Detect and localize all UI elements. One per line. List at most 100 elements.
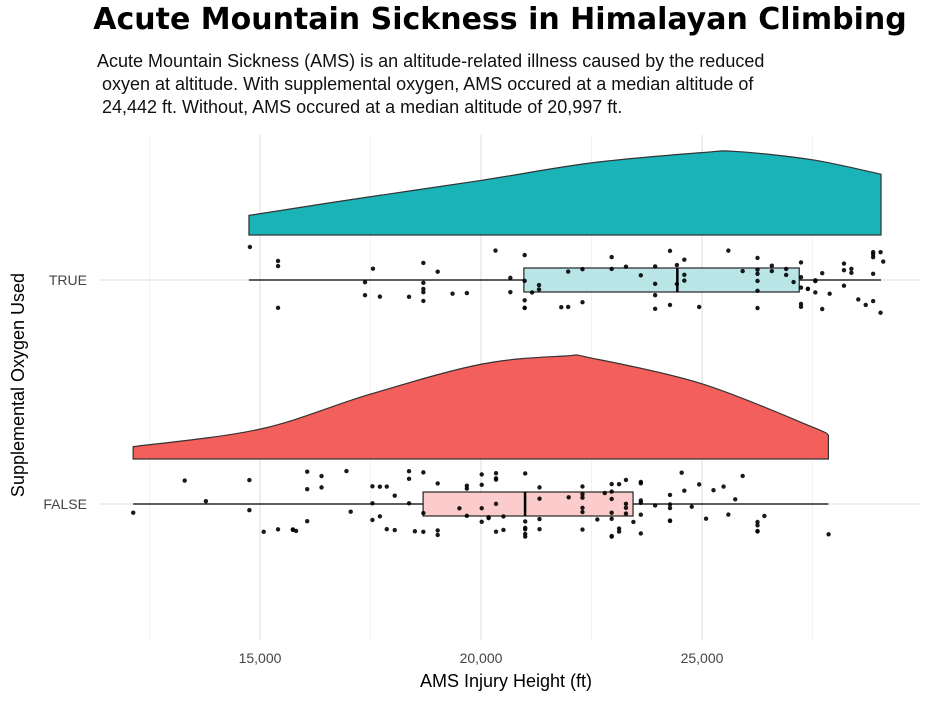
data-point — [464, 483, 470, 488]
data-point — [679, 470, 684, 475]
data-point — [755, 278, 760, 284]
data-point — [421, 470, 426, 475]
data-point — [406, 476, 412, 482]
x-axis-title: AMS Injury Height (ft) — [420, 671, 592, 691]
data-point — [348, 509, 353, 514]
data-point — [602, 490, 607, 496]
data-point — [421, 510, 426, 516]
data-point — [479, 519, 484, 524]
data-point — [667, 502, 673, 507]
data-point — [638, 498, 644, 503]
x-tick-label: 25,000 — [681, 650, 724, 666]
data-point — [791, 279, 796, 285]
data-point — [537, 485, 542, 490]
data-point — [856, 297, 861, 302]
data-point — [813, 278, 818, 283]
data-point — [783, 272, 789, 278]
data-point — [537, 527, 542, 532]
data-point — [652, 292, 658, 298]
data-point — [870, 298, 876, 304]
y-tick-label-false: FALSE — [43, 496, 87, 512]
data-point — [841, 267, 847, 273]
data-point — [464, 513, 470, 519]
data-point — [362, 279, 368, 285]
data-point — [667, 302, 673, 308]
data-point — [370, 501, 375, 506]
data-point — [523, 525, 528, 531]
data-point — [421, 298, 426, 304]
data-point — [827, 291, 832, 296]
data-point — [849, 266, 854, 272]
data-point — [674, 262, 680, 268]
data-point — [384, 527, 389, 532]
data-point — [305, 486, 310, 492]
data-point — [501, 527, 506, 533]
subtitle-line: 24,442 ft. Without, AMS occured at a med… — [97, 97, 623, 117]
data-point — [370, 517, 375, 523]
data-point — [493, 477, 499, 482]
data-point — [305, 519, 310, 524]
data-point — [609, 534, 614, 539]
data-point — [275, 258, 281, 264]
data-point — [247, 477, 252, 483]
data-point — [275, 527, 281, 532]
data-point — [580, 495, 585, 500]
data-point — [493, 501, 499, 507]
data-point — [740, 268, 745, 274]
data-point — [696, 304, 702, 310]
data-point — [203, 498, 209, 504]
data-point — [740, 473, 745, 479]
data-point — [421, 289, 426, 295]
data-point — [580, 527, 585, 532]
data-point — [721, 484, 726, 489]
data-point — [421, 280, 426, 286]
data-point — [652, 264, 658, 269]
data-point — [623, 477, 629, 483]
data-point — [580, 505, 585, 511]
data-point — [682, 257, 687, 262]
data-point — [450, 291, 455, 296]
data-point — [508, 275, 513, 281]
data-point — [457, 506, 462, 511]
data-point — [377, 514, 383, 519]
data-point — [384, 484, 389, 489]
data-point — [536, 287, 542, 292]
data-point — [841, 261, 847, 266]
data-point — [580, 300, 585, 305]
data-point — [870, 254, 876, 260]
data-point — [755, 288, 760, 294]
data-point — [878, 310, 883, 315]
data-point — [406, 294, 412, 300]
data-point — [696, 482, 702, 487]
data-point — [493, 529, 499, 534]
data-point — [769, 263, 775, 268]
data-point — [566, 495, 571, 500]
y-axis-title: Supplemental Oxygen Used — [8, 273, 28, 497]
data-point — [421, 286, 426, 292]
data-point — [131, 510, 136, 515]
data-point — [623, 264, 629, 269]
data-point — [479, 506, 484, 511]
data-point — [377, 294, 383, 299]
chart-subtitle: Acute Mountain Sickness (AMS) is an alti… — [97, 50, 764, 119]
data-point — [344, 468, 349, 474]
data-point — [412, 529, 418, 534]
data-point — [595, 517, 600, 522]
subtitle-line: oxyen at altitude. With supplemental oxy… — [97, 74, 754, 94]
data-point — [726, 248, 731, 253]
data-point — [755, 519, 760, 525]
chart-title: Acute Mountain Sickness in Himalayan Cli… — [93, 2, 907, 37]
data-point — [863, 302, 868, 308]
data-point — [755, 528, 760, 534]
data-point — [247, 507, 252, 513]
data-point — [798, 275, 804, 280]
data-point — [769, 268, 775, 274]
data-point — [609, 481, 614, 487]
data-point — [755, 267, 760, 272]
data-point — [623, 505, 629, 510]
data-point — [726, 512, 731, 517]
data-point — [580, 484, 585, 489]
data-point — [623, 511, 629, 516]
